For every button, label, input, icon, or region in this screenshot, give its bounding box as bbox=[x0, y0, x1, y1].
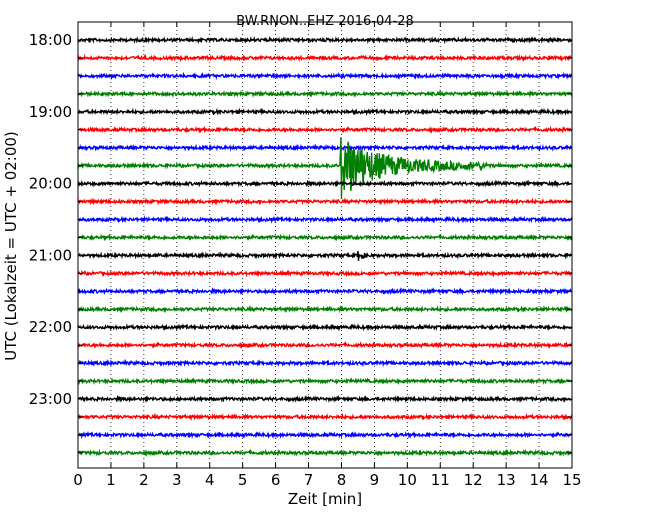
x-tick-label: 7 bbox=[304, 471, 314, 489]
x-tick-label: 5 bbox=[238, 471, 248, 489]
trace-row-19 bbox=[77, 377, 573, 386]
trace-row-15 bbox=[77, 304, 573, 314]
x-tick-label: 9 bbox=[370, 471, 380, 489]
x-tick-label: 6 bbox=[271, 471, 281, 489]
y-tick-label: 22:00 bbox=[29, 318, 72, 336]
trace-row-10 bbox=[77, 215, 573, 224]
y-tick-label: 23:00 bbox=[29, 390, 72, 408]
trace-row-14 bbox=[77, 287, 573, 296]
x-tick-label: 11 bbox=[431, 471, 450, 489]
trace-row-11 bbox=[77, 233, 573, 242]
y-axis-label: UTC (Lokalzeit = UTC + 02:00) bbox=[2, 131, 20, 361]
x-tick-label: 14 bbox=[530, 471, 549, 489]
plot-frame bbox=[77, 21, 573, 469]
grid-lines bbox=[110, 22, 540, 468]
y-ticks: 18:00 19:00 20:00 21:00 22:00 23:00 bbox=[29, 31, 572, 454]
y-tick-label: 18:00 bbox=[29, 31, 72, 49]
trace-row-6 bbox=[77, 143, 573, 152]
trace-row-7 bbox=[77, 137, 573, 199]
x-axis-label: Zeit [min] bbox=[288, 490, 362, 508]
x-ticks: 0 1 2 3 4 5 6 7 8 9 10 11 12 13 14 15 bbox=[73, 22, 582, 489]
trace-row-5 bbox=[77, 125, 573, 134]
trace-row-16 bbox=[77, 323, 573, 332]
trace-row-2 bbox=[77, 71, 573, 81]
x-tick-label: 2 bbox=[139, 471, 149, 489]
trace-row-12 bbox=[77, 251, 573, 261]
x-tick-label: 0 bbox=[73, 471, 83, 489]
trace-row-13 bbox=[77, 269, 572, 278]
trace-row-21 bbox=[77, 412, 573, 422]
trace-row-23 bbox=[77, 448, 573, 457]
x-tick-label: 4 bbox=[205, 471, 215, 489]
trace-row-17 bbox=[77, 341, 573, 350]
trace-row-0 bbox=[77, 35, 573, 45]
x-tick-label: 1 bbox=[106, 471, 116, 489]
y-tick-label: 19:00 bbox=[29, 103, 72, 121]
trace-row-3 bbox=[77, 89, 573, 98]
x-tick-label: 8 bbox=[337, 471, 347, 489]
x-tick-label: 12 bbox=[464, 471, 483, 489]
y-tick-label: 20:00 bbox=[29, 175, 72, 193]
trace-row-9 bbox=[77, 197, 573, 206]
trace-row-4 bbox=[77, 107, 573, 117]
x-tick-label: 13 bbox=[497, 471, 516, 489]
trace-row-22 bbox=[77, 430, 573, 440]
x-tick-label: 15 bbox=[562, 471, 581, 489]
trace-row-20 bbox=[77, 394, 573, 404]
trace-row-1 bbox=[77, 53, 573, 63]
y-tick-label: 21:00 bbox=[29, 246, 72, 264]
x-tick-label: 10 bbox=[398, 471, 417, 489]
x-tick-label: 3 bbox=[172, 471, 182, 489]
trace-row-8 bbox=[77, 179, 573, 188]
trace-row-18 bbox=[77, 358, 573, 368]
trace-group bbox=[77, 35, 573, 457]
